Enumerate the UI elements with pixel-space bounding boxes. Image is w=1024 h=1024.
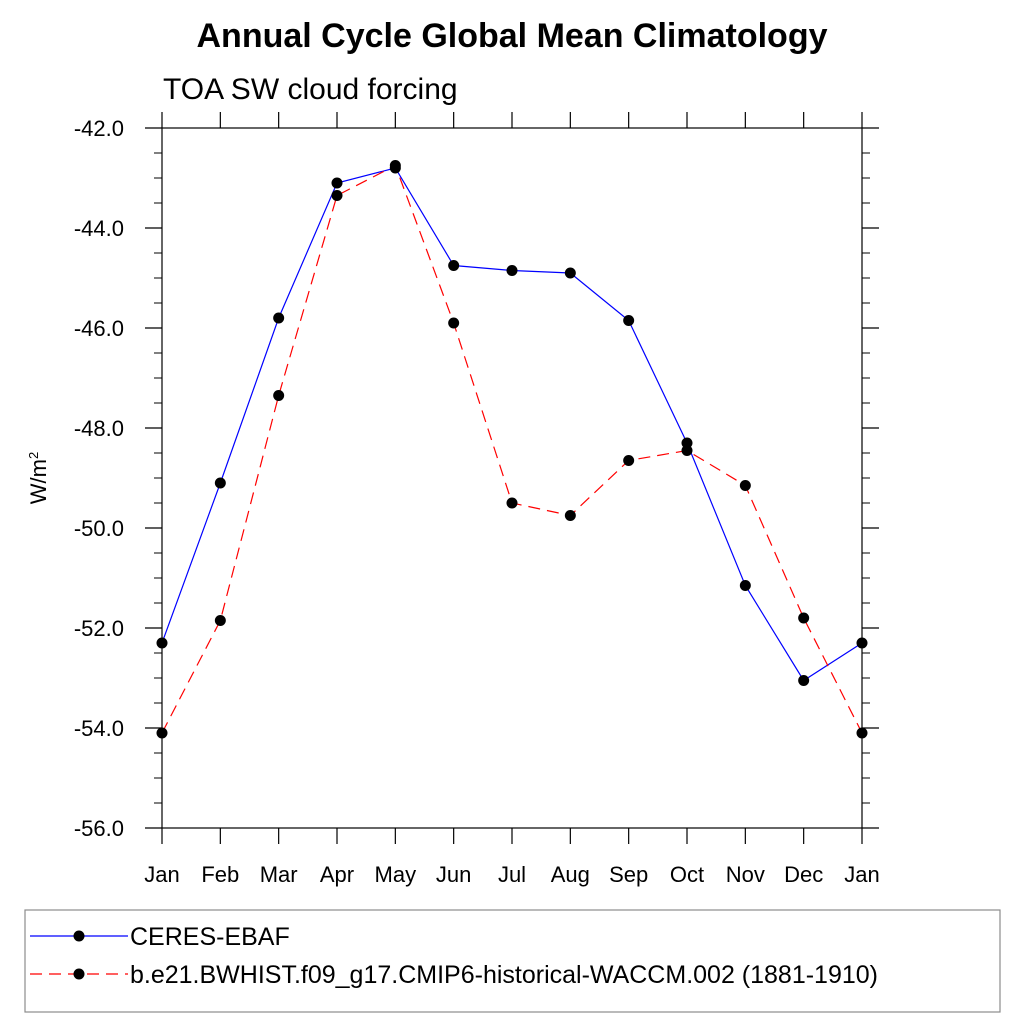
- x-tick-label: Sep: [609, 862, 648, 887]
- legend-label-1: CERES-EBAF: [130, 923, 290, 951]
- x-tick-label: Mar: [260, 862, 298, 887]
- series-2-point: [506, 497, 518, 509]
- series-2-point: [798, 612, 810, 624]
- legend-marker-2: [73, 968, 85, 980]
- series-lines: [161, 164, 863, 734]
- x-axis-ticks: Jan Feb Mar Apr May Jun Jul Aug Sep Oct Nov Dec Jan: [144, 112, 880, 887]
- series-2-point: [448, 317, 460, 329]
- series-1-point: [214, 477, 226, 489]
- x-tick-label: May: [375, 862, 417, 887]
- series-markers: [156, 160, 868, 739]
- x-tick-label: Jan: [144, 862, 179, 887]
- series-1-point: [331, 177, 343, 189]
- legend-label-2: b.e21.BWHIST.f09_g17.CMIP6-historical-WA…: [130, 961, 878, 989]
- y-tick-label: -46.0: [74, 316, 124, 341]
- series-2-point: [273, 390, 285, 401]
- y-tick-label: -42.0: [74, 116, 124, 141]
- series-1-point: [273, 312, 285, 324]
- series-1-point: [448, 260, 460, 271]
- y-tick-label: -56.0: [74, 816, 124, 841]
- series-1-point: [564, 267, 576, 279]
- x-tick-label: Oct: [670, 862, 704, 887]
- series-2-point: [214, 615, 226, 626]
- x-tick-label: Apr: [320, 862, 354, 887]
- y-tick-label: -50.0: [74, 516, 124, 541]
- plot-frame: [161, 127, 863, 829]
- y-axis-label: W/m2: [26, 452, 51, 504]
- legend-marker-1: [73, 930, 85, 942]
- series-1-point: [623, 315, 635, 326]
- series-2-point: [681, 445, 693, 456]
- series-2-point: [156, 727, 168, 739]
- series-2-point: [564, 510, 576, 521]
- series-2-point: [856, 727, 868, 739]
- x-tick-label: Nov: [726, 862, 765, 887]
- series-1-point: [856, 637, 868, 649]
- y-tick-label: -52.0: [74, 616, 124, 641]
- series-2-point: [739, 480, 751, 491]
- y-axis-label-superscript: 2: [26, 452, 41, 459]
- series-1-point: [798, 675, 810, 686]
- series-line-2: [161, 164, 863, 734]
- series-2-point: [331, 190, 343, 201]
- y-tick-label: -44.0: [74, 216, 124, 241]
- y-axis-label-unit: W/m: [26, 459, 51, 504]
- series-line-1: [161, 167, 863, 682]
- chart-title: Annual Cycle Global Mean Climatology: [197, 17, 828, 55]
- series-1-point: [506, 265, 518, 276]
- series-2-point: [623, 455, 635, 466]
- y-axis-ticks: -42.0 -44.0 -46.0 -48.0 -50.0 -52.0 -54.0 -56.0: [74, 116, 879, 841]
- x-tick-label: Jan: [844, 862, 879, 887]
- legend-box: [24, 909, 1001, 1013]
- y-tick-label: -54.0: [74, 716, 124, 741]
- chart-subtitle: TOA SW cloud forcing: [163, 73, 458, 106]
- x-tick-label: Aug: [551, 862, 590, 887]
- series-2-point: [389, 160, 401, 171]
- x-tick-label: Feb: [201, 862, 239, 887]
- x-tick-label: Dec: [784, 862, 823, 887]
- legend: CERES-EBAF b.e21.BWHIST.f09_g17.CMIP6-his…: [30, 923, 878, 989]
- series-1-point: [156, 637, 168, 649]
- x-tick-label: Jul: [498, 862, 526, 887]
- series-1-point: [739, 580, 751, 591]
- x-tick-label: Jun: [436, 862, 471, 887]
- y-tick-label: -48.0: [74, 416, 124, 441]
